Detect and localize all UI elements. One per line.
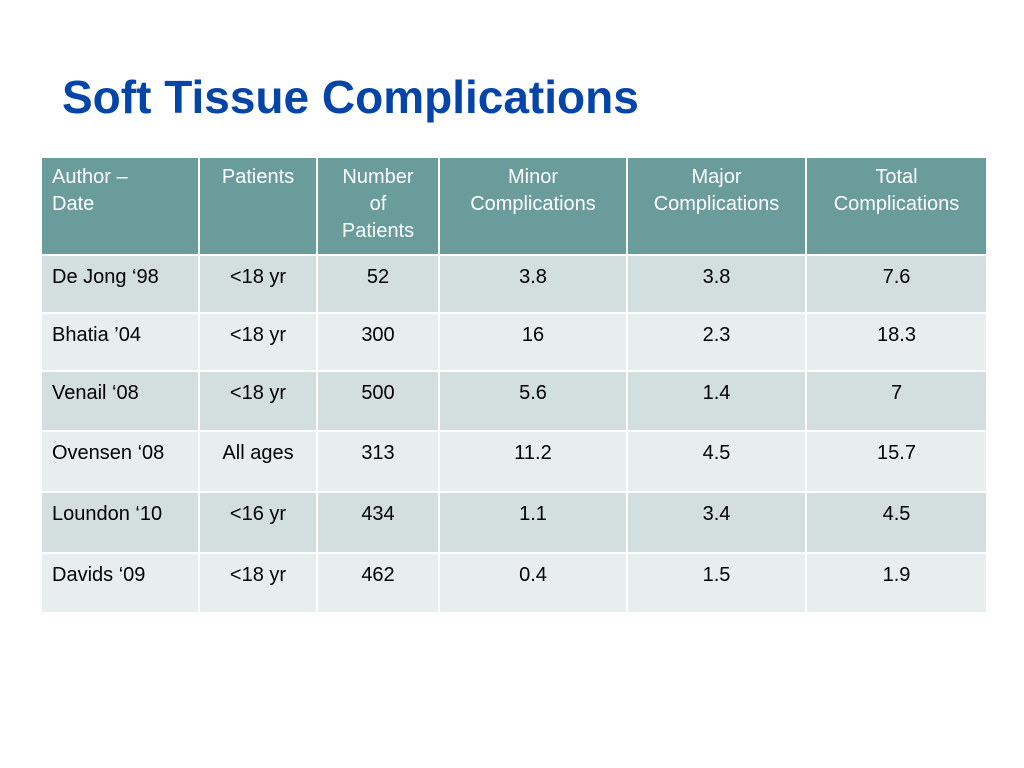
header-major-complications: Major Complications: [626, 156, 807, 256]
cell-major-complications: 3.8: [626, 254, 807, 314]
cell-total-complications: 7.6: [805, 254, 988, 314]
cell-patients: <18 yr: [198, 552, 318, 614]
cell-major-complications: 2.3: [626, 312, 807, 372]
cell-author-date: Venail ‘08: [40, 370, 200, 432]
cell-patients: All ages: [198, 430, 318, 493]
cell-total-complications: 18.3: [805, 312, 988, 372]
cell-author-date: De Jong ‘98: [40, 254, 200, 314]
cell-patients: <18 yr: [198, 254, 318, 314]
cell-patients: <18 yr: [198, 370, 318, 432]
cell-minor-complications: 3.8: [438, 254, 628, 314]
cell-minor-complications: 1.1: [438, 491, 628, 554]
cell-minor-complications: 5.6: [438, 370, 628, 432]
cell-patients: <16 yr: [198, 491, 318, 554]
cell-major-complications: 1.5: [626, 552, 807, 614]
cell-minor-complications: 11.2: [438, 430, 628, 493]
table-row: De Jong ‘98 <18 yr 52 3.8 3.8 7.6: [40, 254, 988, 314]
table-header-row: Author – Date Patients Number of Patient…: [40, 156, 988, 256]
table-row: Loundon ‘10 <16 yr 434 1.1 3.4 4.5: [40, 491, 988, 554]
cell-major-complications: 3.4: [626, 491, 807, 554]
cell-major-complications: 4.5: [626, 430, 807, 493]
cell-author-date: Loundon ‘10: [40, 491, 200, 554]
cell-minor-complications: 16: [438, 312, 628, 372]
header-minor-complications: Minor Complications: [438, 156, 628, 256]
cell-major-complications: 1.4: [626, 370, 807, 432]
header-total-complications: Total Complications: [805, 156, 988, 256]
cell-total-complications: 15.7: [805, 430, 988, 493]
cell-minor-complications: 0.4: [438, 552, 628, 614]
cell-number-of-patients: 300: [316, 312, 440, 372]
table-row: Bhatia ’04 <18 yr 300 16 2.3 18.3: [40, 312, 988, 372]
slide-title: Soft Tissue Complications: [62, 71, 639, 123]
cell-total-complications: 4.5: [805, 491, 988, 554]
cell-number-of-patients: 434: [316, 491, 440, 554]
cell-author-date: Ovensen ‘08: [40, 430, 200, 493]
table-row: Ovensen ‘08 All ages 313 11.2 4.5 15.7: [40, 430, 988, 493]
cell-number-of-patients: 52: [316, 254, 440, 314]
cell-number-of-patients: 462: [316, 552, 440, 614]
cell-author-date: Bhatia ’04: [40, 312, 200, 372]
cell-patients: <18 yr: [198, 312, 318, 372]
table-row: Venail ‘08 <18 yr 500 5.6 1.4 7: [40, 370, 988, 432]
cell-number-of-patients: 500: [316, 370, 440, 432]
cell-total-complications: 1.9: [805, 552, 988, 614]
header-patients: Patients: [198, 156, 318, 256]
cell-number-of-patients: 313: [316, 430, 440, 493]
header-author-date: Author – Date: [40, 156, 200, 256]
cell-author-date: Davids ‘09: [40, 552, 200, 614]
complications-table: Author – Date Patients Number of Patient…: [40, 156, 988, 614]
cell-total-complications: 7: [805, 370, 988, 432]
table-row: Davids ‘09 <18 yr 462 0.4 1.5 1.9: [40, 552, 988, 614]
header-number-of-patients: Number of Patients: [316, 156, 440, 256]
